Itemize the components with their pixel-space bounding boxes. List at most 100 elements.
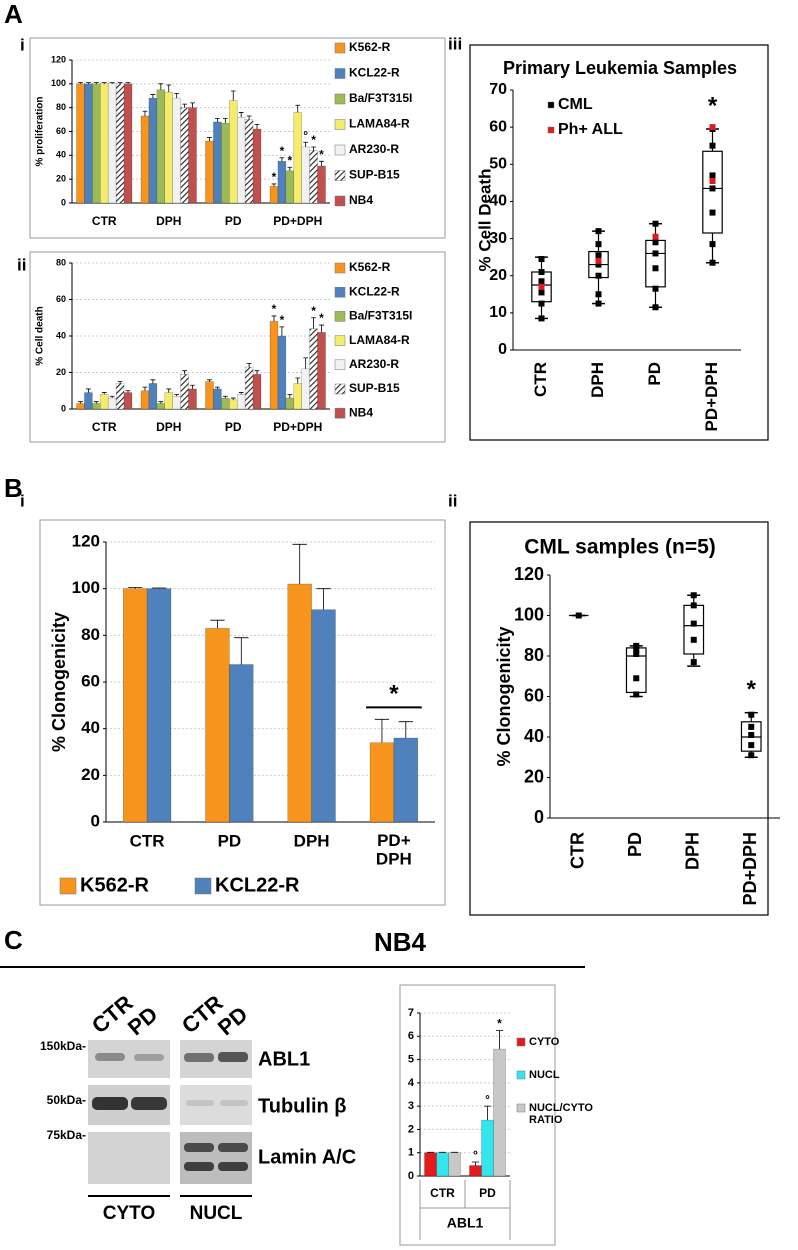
legend-swatch: [516, 1070, 526, 1080]
legend-swatch: [334, 93, 346, 105]
point: [595, 252, 602, 259]
bar: [180, 374, 189, 410]
error-bar: [279, 157, 285, 162]
error-bar: [125, 82, 131, 84]
error-bar: [271, 315, 277, 322]
error-bar: [295, 377, 301, 384]
y-tick-label: 30: [489, 230, 507, 247]
x-tick-label: CTR: [92, 214, 117, 228]
point: [538, 256, 545, 262]
y-tick-label: 0: [408, 1170, 414, 1182]
legend-swatch: [334, 407, 346, 419]
legend-swatch: [334, 383, 346, 395]
legend-swatch: [516, 1103, 526, 1113]
error-bar: [215, 386, 220, 389]
legend-swatch: [59, 877, 77, 895]
bar: [317, 165, 326, 204]
error-bar: [190, 384, 195, 389]
bar: [156, 89, 166, 204]
y-tick-label: 120: [514, 564, 544, 584]
legend-label: NB4: [349, 405, 373, 419]
y-tick-label: 3: [408, 1100, 414, 1112]
bar: [309, 328, 318, 410]
point: [575, 612, 582, 619]
x-tick-label: CTR: [531, 362, 550, 397]
x-tick-label: CTR: [92, 420, 117, 434]
legend-label: KCL22-R: [215, 874, 300, 896]
error-bar: [158, 83, 164, 90]
x-tick-label: PD+DPH: [740, 832, 760, 906]
y-tick-label: 60: [524, 685, 544, 705]
bar: [236, 116, 246, 204]
bar: [244, 119, 254, 204]
point: [652, 250, 659, 257]
bar: [311, 609, 336, 823]
point: [748, 731, 755, 738]
bar: [115, 383, 125, 410]
error-bar: [374, 718, 390, 743]
y-tick-label: 40: [56, 150, 66, 160]
point: [633, 691, 640, 698]
point: [652, 304, 659, 311]
point: [709, 142, 716, 149]
error-bar: [158, 401, 164, 404]
error-bar: [93, 401, 99, 404]
bar: [140, 390, 150, 410]
annotation: *: [389, 681, 399, 708]
panel-label: ii: [17, 255, 26, 274]
error-bar: [78, 401, 83, 404]
bar: [100, 394, 109, 410]
error-bar: [292, 543, 307, 584]
legend-label: K562-R: [349, 260, 391, 274]
y-tick-label: 7: [408, 1007, 414, 1019]
point: [652, 220, 659, 227]
point: [595, 257, 602, 264]
point: [538, 283, 545, 290]
marker-label: 150kDa-: [40, 1039, 86, 1053]
box: [683, 604, 705, 655]
bar: [244, 366, 254, 410]
chart-title: CML samples (n=5): [524, 536, 716, 559]
annotation: *: [272, 302, 277, 316]
error-bar: [230, 397, 236, 400]
annotation: *: [747, 676, 757, 703]
point: [690, 636, 697, 643]
bar: [107, 397, 117, 410]
annotation: *: [497, 1017, 502, 1031]
error-bar: [78, 82, 83, 84]
point: [748, 723, 755, 730]
y-tick-label: 0: [91, 811, 100, 830]
point: [709, 172, 716, 179]
bar: [229, 664, 254, 823]
bar: [92, 83, 101, 204]
legend-label: KCL22-R: [349, 284, 400, 298]
error-bar: [207, 137, 212, 142]
point: [690, 659, 697, 666]
protein-label: Tubulin β: [258, 1095, 346, 1117]
bar: [76, 83, 85, 204]
x-tick-label: PD+DPH: [273, 214, 322, 228]
bar: [424, 1152, 437, 1177]
annotation: *: [311, 133, 316, 147]
error-bar: [234, 637, 249, 665]
legend-label: CML: [558, 96, 593, 113]
bar: [287, 583, 312, 823]
bar: [205, 381, 214, 410]
error-bar: [483, 1105, 492, 1121]
legend-swatch: [334, 144, 346, 156]
x-tick-label: CTR: [130, 831, 165, 850]
error-bar: [210, 619, 225, 629]
legend-swatch: [334, 119, 346, 130]
point: [709, 185, 716, 192]
point: [652, 265, 659, 272]
point: [538, 269, 545, 275]
panel-label: i: [20, 35, 25, 54]
error-bar: [222, 117, 228, 124]
y-tick-label: 120: [51, 54, 66, 64]
bar: [205, 628, 230, 823]
point: [595, 228, 602, 235]
panel-label: i: [20, 491, 25, 510]
marker-label: 75kDa-: [47, 1128, 86, 1142]
point: [633, 675, 640, 682]
